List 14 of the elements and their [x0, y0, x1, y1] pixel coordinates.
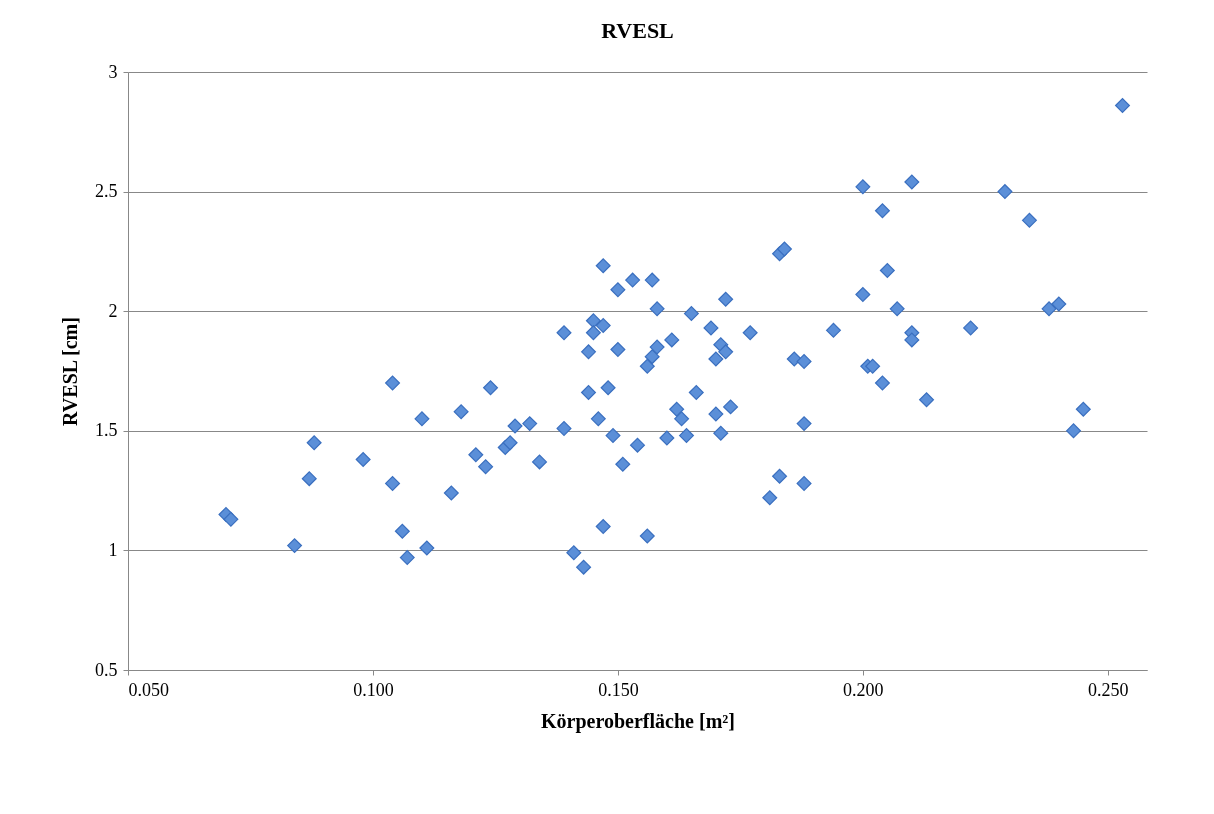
y-tick-label: 0.5 [95, 659, 118, 680]
y-tick-label: 3 [108, 61, 118, 82]
y-tick-label: 1.5 [95, 420, 118, 441]
x-tick-label: 0.200 [843, 679, 884, 700]
x-tick-label: 0.050 [128, 679, 169, 700]
y-axis-title: RVESL [cm] [59, 317, 81, 426]
y-tick-label: 2.5 [95, 181, 118, 202]
y-tick-label: 2 [108, 300, 118, 321]
x-axis-title: Körperoberfläche [m²] [541, 709, 735, 733]
x-tick-label: 0.250 [1088, 679, 1129, 700]
chart-title: RVESL [601, 18, 674, 43]
x-tick-label: 0.100 [353, 679, 394, 700]
x-tick-label: 0.150 [598, 679, 639, 700]
y-tick-label: 1 [108, 539, 118, 560]
